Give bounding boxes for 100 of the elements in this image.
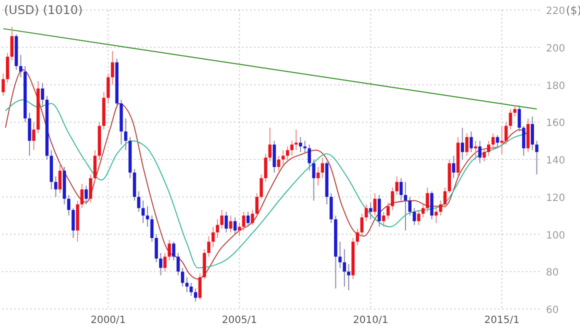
candlestick (338, 241, 342, 268)
candlestick (110, 50, 114, 86)
candlestick (390, 187, 394, 210)
candlestick (290, 140, 294, 156)
candlestick (28, 112, 32, 156)
candlestick (216, 218, 220, 238)
candlestick (277, 155, 280, 172)
candlestick (10, 26, 14, 61)
candlestick (470, 130, 473, 153)
candlestick (106, 73, 110, 104)
candlestick (347, 264, 350, 291)
candlestick (80, 183, 84, 209)
candlestick (404, 181, 408, 232)
candlestick (504, 122, 508, 146)
y-tick-label: 60 (546, 305, 559, 316)
y-tick-label: 220 (546, 6, 566, 17)
y-tick-label: 120 (546, 192, 566, 204)
candlestick (426, 187, 430, 212)
y-tick-label: 160 (546, 118, 566, 130)
candlestick (54, 176, 58, 198)
candlestick (163, 252, 167, 272)
candlestick (386, 202, 390, 220)
candlestick (513, 104, 516, 118)
candlestick (465, 132, 468, 156)
x-tick-label: 2005/1 (222, 315, 258, 326)
candlestick (32, 122, 36, 151)
candlestick (439, 200, 442, 216)
y-tick-label: 100 (546, 230, 566, 242)
candlestick (242, 211, 246, 232)
candlestick (518, 104, 521, 132)
candlestick (535, 140, 538, 175)
candlestick (58, 162, 62, 194)
candlestick (207, 236, 210, 258)
x-tick-label: 2010/1 (353, 315, 388, 326)
candlestick (443, 187, 447, 209)
candlestick (303, 140, 307, 154)
candlestick (194, 288, 198, 302)
candlestick (460, 127, 464, 160)
candlestick (373, 192, 376, 216)
candlestick (400, 178, 403, 202)
candlestick (146, 206, 150, 228)
candlestick (142, 200, 145, 224)
candlestick (67, 194, 70, 216)
candlestick (93, 150, 97, 182)
y-tick-label: 200 (546, 43, 566, 54)
candlestick (312, 159, 316, 202)
candlestick (417, 209, 420, 226)
candlestick (124, 118, 128, 151)
candlestick (330, 192, 333, 224)
candlestick (308, 144, 311, 172)
candlestick (268, 127, 272, 162)
candlestick (496, 134, 500, 149)
chart-title: (USD) (1010) (4, 3, 83, 17)
candlestick (356, 228, 360, 246)
candlestick (382, 211, 386, 228)
candlestick (72, 208, 75, 238)
candlestick (408, 196, 412, 216)
candlestick (482, 148, 486, 162)
candlestick (369, 202, 372, 220)
candlestick (137, 190, 140, 212)
line-series (4, 99, 529, 268)
y-tick-label: 140 (546, 156, 566, 166)
candlestick (294, 129, 298, 151)
candlestick (412, 208, 416, 226)
candlestick (2, 73, 5, 96)
candlestick (530, 116, 534, 151)
candlestick (198, 272, 202, 300)
candlestick (150, 215, 154, 242)
candlestick (487, 140, 490, 156)
candlestick (190, 282, 193, 296)
candlestick (176, 252, 180, 276)
candlestick (474, 140, 478, 160)
candlestick (154, 234, 158, 263)
candlestick (298, 136, 302, 153)
candlestick (172, 241, 176, 261)
candlestick (422, 204, 425, 218)
candlestick (264, 153, 268, 182)
candlestick (378, 194, 381, 228)
candlestick (342, 248, 346, 288)
candlestick (491, 132, 495, 151)
candlestick (84, 185, 88, 205)
y-tick-label: 180 (546, 80, 566, 92)
candlestick (229, 215, 232, 233)
candlestick (6, 52, 10, 84)
candlestick (19, 54, 22, 78)
x-tick-label: 2015/1 (484, 315, 520, 326)
y-tick-label: 80 (546, 268, 559, 279)
candlestick (255, 192, 259, 216)
candlestick (522, 125, 526, 156)
candlestick (430, 190, 434, 220)
candlestick (360, 213, 364, 237)
candlestick (159, 252, 162, 276)
candlestick (364, 204, 368, 222)
candlestick (316, 166, 320, 186)
candlestick (260, 174, 263, 200)
candlestick (224, 211, 228, 233)
candlestick (320, 157, 324, 179)
candlestick (452, 155, 456, 179)
candlestick (212, 226, 215, 248)
candlestick (250, 209, 254, 226)
